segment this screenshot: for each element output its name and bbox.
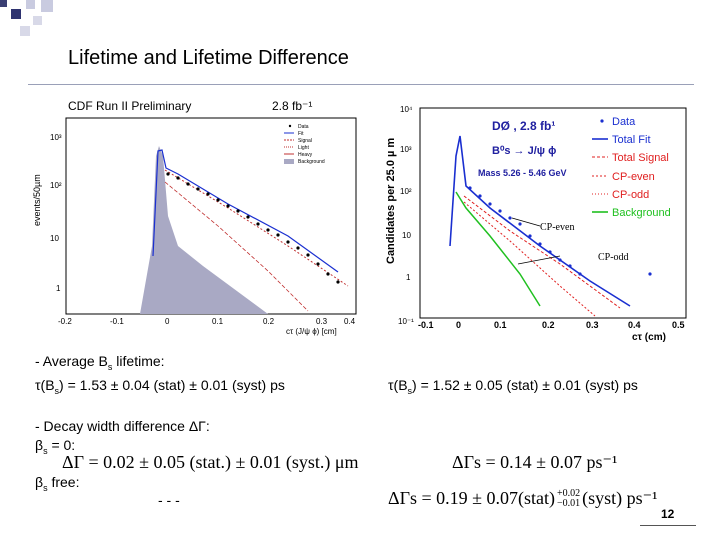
svg-text:Total Signal: Total Signal [612, 152, 669, 164]
cdf-dgamma-free: - - - [158, 492, 180, 508]
svg-text:10³: 10³ [50, 133, 62, 142]
corner-square-light [20, 26, 30, 36]
svg-text:10⁻¹: 10⁻¹ [398, 317, 414, 326]
svg-text:0.4: 0.4 [628, 320, 641, 330]
d0-annotation-cpodd: CP-odd [598, 252, 629, 263]
corner-square-dark [11, 9, 21, 19]
svg-text:-0.1: -0.1 [110, 317, 124, 326]
d0-frame [419, 107, 687, 319]
d0-experiment-label: DØ , 2.8 fb¹ [492, 119, 555, 133]
decay-width-heading: - Decay width difference ΔΓ: [35, 418, 210, 434]
svg-text:Data: Data [612, 116, 636, 128]
d0-dgamma-zero: ΔΓs = 0.14 ± 0.07 ps⁻¹ [452, 452, 618, 472]
svg-text:0.1: 0.1 [494, 320, 507, 330]
svg-text:0: 0 [165, 317, 170, 326]
corner-square-light [41, 0, 53, 12]
cdf-legend: Data Fit Signal Light Heavy Background [284, 124, 325, 165]
d0-mass-window: Mass 5.26 - 5.46 GeV [478, 168, 567, 178]
page-number: 12 [661, 507, 675, 521]
d0-dgamma-free: ΔΓs = 0.19 ± 0.07(stat) +0.02 −0.01 (sys… [388, 487, 658, 509]
svg-text:Background: Background [612, 207, 671, 219]
svg-text:-0.2: -0.2 [58, 317, 72, 326]
d0-lifetime-plot: Candidates per 25.0 µ m 10⁴ 10³ 10² 10 1… [385, 105, 687, 343]
corner-square-light [26, 0, 35, 9]
svg-text:0: 0 [456, 320, 461, 330]
d0-signal-curve [463, 195, 621, 309]
svg-text:10²: 10² [50, 181, 62, 190]
cdf-y-label: events/50µm [32, 174, 42, 226]
beta-free-label: βs free: [35, 474, 80, 493]
svg-text:0.3: 0.3 [586, 320, 599, 330]
svg-text:10: 10 [50, 234, 59, 243]
d0-y-ticks: 10⁴ 10³ 10² 10 1 10⁻¹ [398, 105, 414, 326]
cdf-light-line [164, 181, 309, 312]
svg-text:Fit: Fit [298, 131, 304, 137]
corner-square-light [33, 16, 42, 25]
svg-text:0.4: 0.4 [344, 317, 356, 326]
d0-x-label: cτ (cm) [632, 332, 666, 343]
d0-annotation-cpeven: CP-even [540, 222, 574, 233]
svg-text:1: 1 [406, 273, 411, 282]
cdf-x-label: cτ (J/ψ ϕ) [cm] [286, 327, 337, 336]
d0-decay-label: B⁰s → J/ψ ϕ [492, 145, 556, 157]
d0-cpeven-curve [463, 201, 596, 317]
cdf-lifetime-plot: CDF Run II Preliminary 2.8 fb⁻¹ Data Fit… [32, 99, 357, 336]
cdf-dgamma-zero: ΔΓ = 0.02 ± 0.05 (stat.) ± 0.01 (syst.) … [62, 452, 359, 472]
cdf-header-right: 2.8 fb⁻¹ [272, 99, 312, 113]
svg-text:0.3: 0.3 [316, 317, 328, 326]
cdf-background-area [140, 146, 268, 314]
cdf-lifetime-result: τ(Bs) = 1.53 ± 0.04 (stat) ± 0.01 (syst)… [35, 377, 285, 396]
svg-text:CP-even: CP-even [612, 171, 655, 183]
d0-y-label: Candidates per 25.0 µ m [385, 138, 397, 264]
d0-data-points [468, 186, 652, 276]
cdf-data-points [166, 172, 340, 284]
slide-title: Lifetime and Lifetime Difference [68, 47, 349, 69]
svg-text:10²: 10² [400, 187, 412, 196]
average-lifetime-heading: - Average Bs lifetime: [35, 353, 165, 372]
svg-text:10³: 10³ [400, 145, 412, 154]
d0-background-curve [455, 191, 541, 307]
d0-total-fit [449, 135, 631, 307]
svg-text:Total Fit: Total Fit [612, 134, 651, 146]
beta-zero-label: βs = 0: [35, 437, 76, 456]
svg-text:Background: Background [298, 159, 325, 165]
corner-square-dark [0, 0, 7, 7]
svg-text:Data: Data [298, 124, 309, 130]
cdf-x-ticks: -0.2 -0.1 0 0.1 0.2 0.3 0.4 [58, 317, 356, 326]
cdf-y-ticks: 10³ 10² 10 1 [50, 133, 62, 293]
svg-text:0.2: 0.2 [542, 320, 555, 330]
d0-x-ticks: -0.1 0 0.1 0.2 0.3 0.4 0.5 [418, 320, 685, 330]
svg-text:10: 10 [402, 231, 411, 240]
svg-text:CP-odd: CP-odd [612, 189, 649, 201]
svg-text:10⁴: 10⁴ [400, 105, 413, 114]
svg-text:-0.1: -0.1 [418, 320, 434, 330]
svg-text:0.1: 0.1 [212, 317, 224, 326]
svg-text:0.2: 0.2 [263, 317, 275, 326]
page-number-rule [640, 525, 696, 526]
d0-legend: Data Total Fit Total Signal CP-even CP-o… [592, 116, 671, 219]
title-divider [28, 84, 694, 85]
svg-text:Signal: Signal [298, 138, 312, 144]
cdf-fit-line [152, 149, 339, 273]
svg-text:Light: Light [298, 145, 309, 151]
svg-text:Heavy: Heavy [298, 152, 313, 158]
cdf-header-left: CDF Run II Preliminary [68, 99, 191, 113]
svg-text:1: 1 [56, 284, 61, 293]
svg-text:0.5: 0.5 [672, 320, 685, 330]
d0-lifetime-result: τ(Bs) = 1.52 ± 0.05 (stat) ± 0.01 (syst)… [388, 377, 638, 396]
